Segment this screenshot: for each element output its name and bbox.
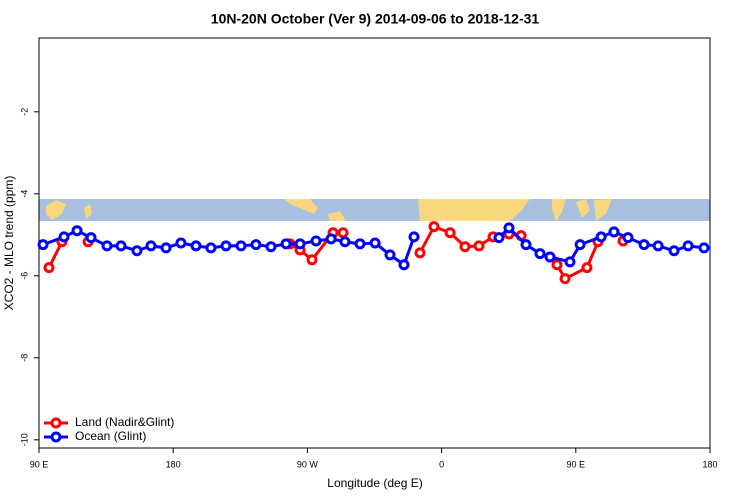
data-point	[428, 221, 440, 233]
data-point	[414, 247, 426, 259]
x-tick-label: 90 E	[30, 459, 49, 469]
data-point	[369, 237, 381, 249]
y-tick-label: -2	[19, 108, 29, 116]
x-tick-label: 180	[702, 459, 717, 469]
data-point	[43, 262, 55, 274]
data-point	[354, 238, 366, 250]
data-point	[101, 240, 113, 252]
data-point	[544, 251, 556, 263]
data-point	[398, 259, 410, 271]
map-strip	[39, 199, 710, 221]
data-point	[384, 249, 396, 261]
data-point	[250, 239, 262, 251]
data-point	[306, 254, 318, 266]
data-point	[408, 231, 420, 243]
data-point	[682, 240, 694, 252]
data-point	[503, 222, 515, 234]
data-point	[595, 231, 607, 243]
x-tick-label: 90 E	[567, 459, 586, 469]
data-point	[294, 238, 306, 250]
data-point	[280, 238, 292, 250]
legend-marker	[50, 431, 62, 443]
data-point	[160, 242, 172, 254]
data-point	[564, 256, 576, 268]
data-point	[235, 240, 247, 252]
data-point	[337, 227, 349, 239]
data-point	[473, 240, 485, 252]
data-point	[559, 273, 571, 285]
data-point	[622, 232, 634, 244]
y-tick-label: -4	[19, 190, 29, 198]
legend-label: Land (Nadir&Glint)	[75, 415, 174, 429]
data-point	[145, 240, 157, 252]
data-point	[339, 236, 351, 248]
legend-label: Ocean (Glint)	[75, 429, 146, 443]
x-tick-label: 0	[439, 459, 444, 469]
data-point	[58, 231, 70, 243]
x-axis-label: Longitude (deg E)	[327, 476, 422, 490]
x-tick-label: 90 W	[297, 459, 319, 469]
y-tick-label: -6	[19, 272, 29, 280]
data-point	[190, 240, 202, 252]
chart-title: 10N-20N October (Ver 9) 2014-09-06 to 20…	[211, 11, 540, 27]
data-point	[668, 245, 680, 257]
data-point	[220, 240, 232, 252]
data-point	[325, 233, 337, 245]
data-point	[652, 240, 664, 252]
x-tick-label: 180	[166, 459, 181, 469]
y-tick-label: -10	[19, 433, 29, 446]
legend-marker	[50, 417, 62, 429]
data-point	[638, 239, 650, 251]
data-point	[71, 225, 83, 237]
y-tick-label: -8	[19, 354, 29, 362]
data-point	[551, 259, 563, 271]
data-point	[520, 239, 532, 251]
data-point	[265, 241, 277, 253]
data-point	[85, 232, 97, 244]
y-axis-label: XCO2 - MLO trend (ppm)	[2, 176, 16, 311]
data-point	[493, 232, 505, 244]
data-point	[444, 227, 456, 239]
data-point	[534, 248, 546, 260]
data-point	[574, 239, 586, 251]
data-point	[581, 262, 593, 274]
data-point	[175, 237, 187, 249]
data-point	[698, 242, 710, 254]
data-point	[37, 239, 49, 251]
data-point	[608, 226, 620, 238]
data-point	[310, 235, 322, 247]
data-point	[459, 241, 471, 253]
data-point	[205, 242, 217, 254]
data-point	[131, 245, 143, 257]
data-point	[115, 240, 127, 252]
